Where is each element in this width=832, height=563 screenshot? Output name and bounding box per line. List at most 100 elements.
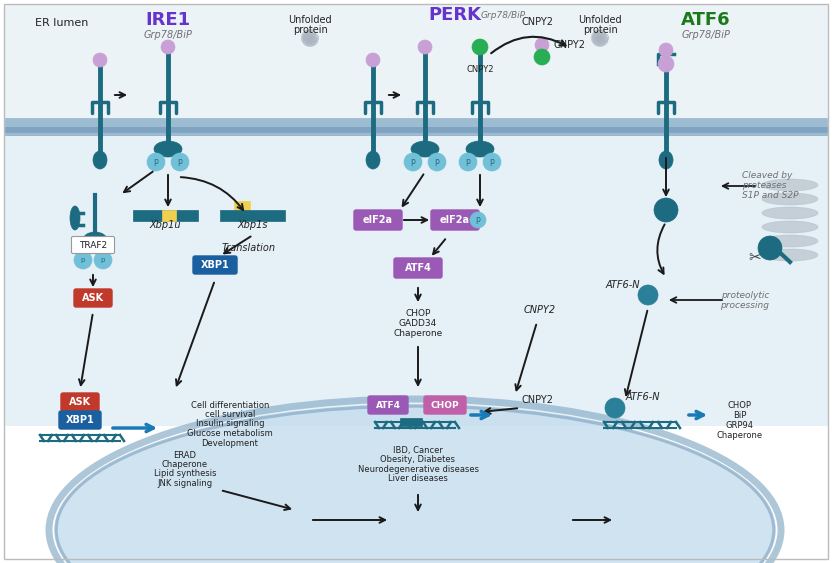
FancyBboxPatch shape	[59, 411, 101, 429]
Bar	[234, 201, 250, 210]
Circle shape	[593, 37, 602, 46]
FancyBboxPatch shape	[424, 396, 466, 414]
FancyBboxPatch shape	[431, 210, 479, 230]
Text: p: p	[489, 158, 494, 167]
Text: p: p	[434, 158, 439, 167]
Text: Xbp1u: Xbp1u	[149, 220, 181, 230]
Ellipse shape	[154, 141, 182, 157]
Circle shape	[592, 32, 601, 41]
Circle shape	[93, 53, 107, 67]
Circle shape	[592, 34, 601, 43]
FancyBboxPatch shape	[72, 236, 115, 253]
Circle shape	[161, 40, 175, 54]
Circle shape	[535, 38, 549, 52]
Circle shape	[301, 34, 310, 43]
Circle shape	[428, 153, 446, 171]
Bar	[5, 127, 827, 135]
Text: S1P and S2P: S1P and S2P	[742, 190, 799, 199]
FancyBboxPatch shape	[394, 258, 442, 278]
Text: p: p	[410, 158, 415, 167]
Circle shape	[94, 251, 112, 269]
Circle shape	[310, 34, 319, 42]
Text: protein: protein	[582, 25, 617, 35]
Text: Chaperone: Chaperone	[717, 431, 763, 440]
Text: Cleaved by: Cleaved by	[742, 171, 792, 180]
Ellipse shape	[93, 151, 107, 169]
Text: CHOP: CHOP	[431, 400, 459, 409]
Ellipse shape	[762, 221, 818, 233]
Ellipse shape	[70, 206, 80, 230]
Circle shape	[302, 32, 310, 41]
Circle shape	[366, 53, 380, 67]
Ellipse shape	[762, 249, 818, 261]
Text: ER lumen: ER lumen	[35, 18, 88, 28]
Circle shape	[459, 153, 477, 171]
Ellipse shape	[83, 232, 107, 248]
FancyBboxPatch shape	[193, 256, 237, 274]
Circle shape	[597, 29, 606, 38]
FancyBboxPatch shape	[74, 289, 112, 307]
Text: Lipid synthesis: Lipid synthesis	[154, 470, 216, 479]
Text: p: p	[476, 216, 480, 225]
Circle shape	[534, 49, 550, 65]
Text: p: p	[101, 257, 105, 263]
Text: Translation: Translation	[222, 243, 276, 253]
FancyBboxPatch shape	[354, 210, 402, 230]
Text: p: p	[466, 158, 470, 167]
Text: protein: protein	[293, 25, 327, 35]
Text: CNPY2: CNPY2	[466, 65, 493, 74]
Circle shape	[74, 251, 92, 269]
Text: Grp78/BiP: Grp78/BiP	[144, 30, 192, 40]
Circle shape	[470, 212, 486, 228]
Circle shape	[605, 398, 625, 418]
Text: Liver diseases: Liver diseases	[388, 474, 448, 483]
Text: p: p	[177, 158, 182, 167]
Circle shape	[596, 38, 605, 47]
Text: Neurodegenerative diseases: Neurodegenerative diseases	[358, 464, 478, 473]
Text: ATF6-N: ATF6-N	[626, 392, 661, 402]
Ellipse shape	[762, 179, 818, 191]
Text: Unfolded: Unfolded	[288, 15, 332, 25]
Text: CNPY2: CNPY2	[553, 40, 585, 50]
Ellipse shape	[366, 151, 380, 169]
Circle shape	[659, 43, 673, 57]
Text: Insulin signaling: Insulin signaling	[196, 419, 265, 428]
Text: Xbp1s: Xbp1s	[238, 220, 268, 230]
Ellipse shape	[762, 193, 818, 205]
FancyBboxPatch shape	[61, 393, 99, 411]
Circle shape	[404, 153, 422, 171]
Bar	[133, 210, 198, 221]
Text: ERAD: ERAD	[174, 450, 196, 459]
Text: CHOP: CHOP	[405, 309, 431, 318]
Text: CNPY2: CNPY2	[524, 305, 556, 315]
Text: CNPY2: CNPY2	[521, 395, 553, 405]
Text: Cell differentiation: Cell differentiation	[191, 400, 270, 409]
Text: ATF4: ATF4	[375, 400, 400, 409]
Text: Unfolded: Unfolded	[578, 15, 622, 25]
Circle shape	[658, 56, 674, 72]
Text: ✂: ✂	[749, 251, 761, 266]
Text: XBP1: XBP1	[201, 260, 230, 270]
Text: ATF6: ATF6	[681, 11, 730, 29]
Bar	[5, 5, 827, 135]
Text: Grp78/BiP: Grp78/BiP	[481, 11, 526, 20]
Text: IRE1: IRE1	[146, 11, 191, 29]
Ellipse shape	[55, 405, 775, 563]
Text: Glucose metabolism: Glucose metabolism	[187, 429, 273, 438]
Text: proteolytic: proteolytic	[721, 291, 770, 300]
Bar	[5, 135, 827, 425]
Text: CNPY2: CNPY2	[521, 17, 553, 27]
Circle shape	[483, 153, 501, 171]
Text: Grp78/BiP: Grp78/BiP	[681, 30, 730, 40]
Circle shape	[654, 198, 678, 222]
Text: Development: Development	[201, 439, 259, 448]
Text: CHOP: CHOP	[728, 400, 752, 409]
Bar	[5, 118, 827, 132]
Circle shape	[304, 30, 313, 39]
Text: BiP: BiP	[733, 410, 746, 419]
Text: PERK: PERK	[428, 6, 482, 24]
Ellipse shape	[466, 141, 494, 157]
Text: ATF6-N: ATF6-N	[606, 280, 640, 290]
Circle shape	[758, 236, 782, 260]
Bar	[400, 418, 422, 426]
